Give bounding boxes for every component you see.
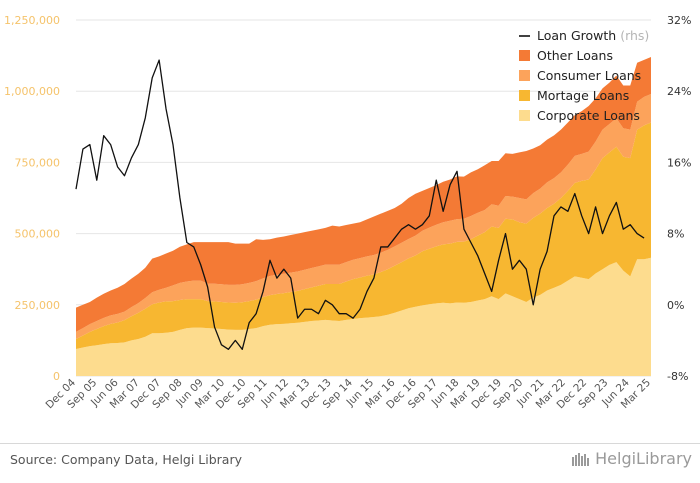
right-tick-label: 0% [667,299,684,312]
legend-label-loan-growth: Loan Growth (rhs) [537,28,649,43]
legend-label-other: Other Loans [537,48,613,63]
area-corporate-loans [76,257,651,376]
line-loan-growth [75,59,645,350]
footer-divider [0,443,700,444]
right-tick-label: 16% [667,156,691,169]
right-tick-label: 8% [667,228,684,241]
chart: 0 250,000 500,000 750,000 1,000,000 1,250,000… [4,14,691,411]
legend-label-consumer: Consumer Loans [537,68,641,83]
left-tick-label: 1,000,000 [4,85,60,98]
left-tick-label: 0 [53,370,60,383]
area-other-loans [76,57,651,332]
right-tick-label: -8% [667,370,688,383]
left-tick-label: 250,000 [15,299,61,312]
left-axis-ticks: 0 250,000 500,000 750,000 1,000,000 1,250,000 [4,14,60,383]
left-tick-label: 500,000 [15,228,61,241]
legend-swatch-consumer [519,70,530,81]
area-mortage-loans [76,122,651,349]
area-consumer-loans [76,94,651,339]
legend-swatch-other [519,50,530,61]
right-tick-label: 24% [667,85,691,98]
right-tick-label: 32% [667,14,691,27]
brand-name: HelgiLibrary [595,449,692,468]
legend: Loan Growth (rhs) Other Loans Consumer L… [519,28,649,123]
library-icon [572,452,590,466]
legend-label-corporate: Corporate Loans [537,108,640,123]
left-tick-label: 750,000 [15,156,61,169]
brand-logo[interactable]: HelgiLibrary [571,449,692,468]
stacked-areas [76,57,651,376]
legend-label-mortage: Mortage Loans [537,88,629,103]
legend-swatch-corporate [519,110,530,121]
loan-growth-line-layer [75,59,645,350]
legend-swatch-mortage [519,90,530,101]
left-tick-label: 1,250,000 [4,14,60,27]
source-text: Source: Company Data, Helgi Library [10,452,243,467]
right-axis-ticks: -8% 0% 8% 16% 24% 32% [667,14,691,383]
